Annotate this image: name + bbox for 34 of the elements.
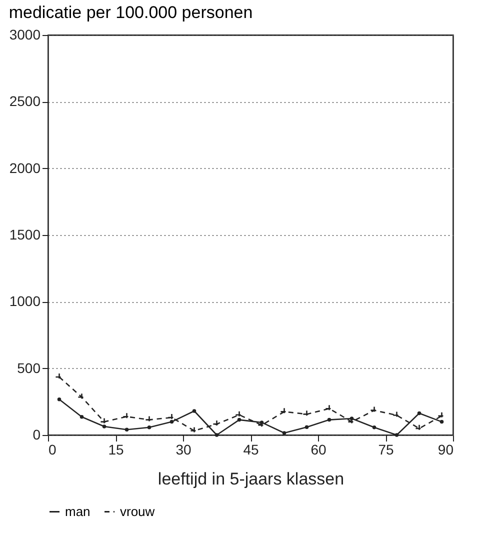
x-tick-label: 60 <box>310 442 326 458</box>
x-tick-label: 90 <box>438 442 454 458</box>
point <box>214 433 219 437</box>
x-tick-label: 75 <box>378 442 394 458</box>
point <box>304 425 309 429</box>
y-tick-label: 0 <box>32 426 41 442</box>
legend-label: vrouw <box>120 504 156 519</box>
y-tick-label: 1000 <box>9 293 41 310</box>
point <box>394 433 399 437</box>
point <box>282 431 286 435</box>
point <box>102 424 106 428</box>
point <box>147 426 152 430</box>
point <box>192 409 196 413</box>
y-tick-label: 2500 <box>9 93 41 110</box>
point <box>327 418 332 422</box>
point <box>372 426 376 430</box>
x-axis-title: leeftijd in 5-jaars klassen <box>158 470 344 488</box>
y-tick-label: 1500 <box>9 226 41 242</box>
y-tick-label: 500 <box>17 360 41 376</box>
x-tick-label: 15 <box>108 442 124 458</box>
point <box>57 398 62 402</box>
x-tick-label: 45 <box>243 442 259 458</box>
point <box>170 420 174 424</box>
x-tick-label: 0 <box>48 442 56 458</box>
y-tick-label: 3000 <box>9 26 41 42</box>
point <box>440 420 444 424</box>
point <box>124 428 129 432</box>
legend-label: man <box>65 504 90 519</box>
x-tick-label: 30 <box>176 442 192 458</box>
y-tick-label: 2000 <box>9 160 41 176</box>
point <box>237 418 242 422</box>
chart-title: medicatie per 100.000 personen <box>8 3 253 22</box>
point <box>80 415 84 419</box>
point <box>417 411 422 416</box>
